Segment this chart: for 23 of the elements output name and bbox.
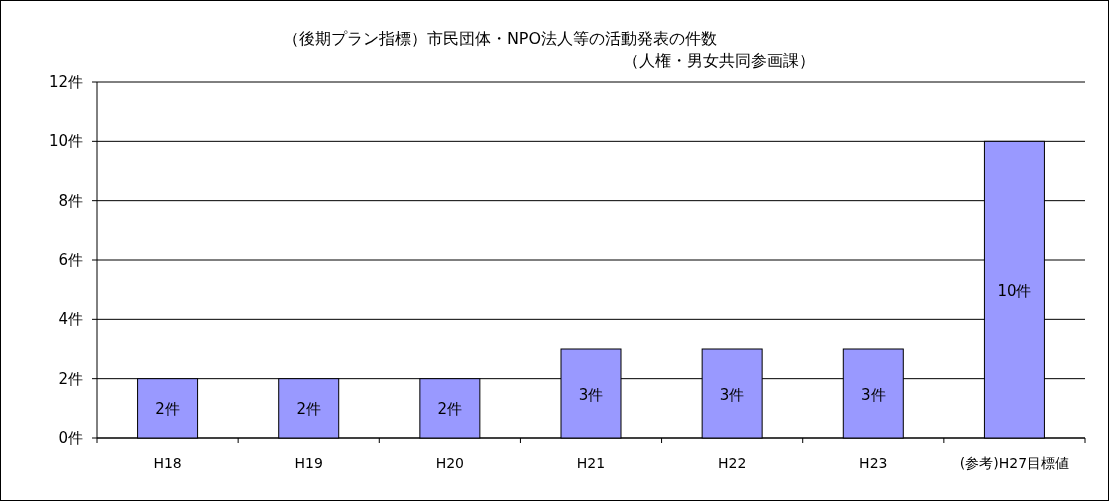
- x-tick-label: (参考)H27目標値: [959, 455, 1070, 471]
- y-tick-label: 6件: [58, 251, 83, 269]
- y-tick-label: 10件: [48, 132, 83, 151]
- data-label: 10件: [997, 281, 1032, 300]
- data-label: 3件: [578, 385, 604, 404]
- x-tick-label: H21: [576, 455, 606, 471]
- x-tick-label: H18: [153, 455, 182, 471]
- data-label: 2件: [437, 400, 463, 419]
- y-tick-label: 2件: [58, 369, 83, 388]
- y-tick-label: 4件: [58, 310, 83, 329]
- data-label: 2件: [296, 400, 321, 419]
- data-label: 3件: [861, 385, 886, 404]
- data-label: 2件: [155, 400, 180, 419]
- y-tick-label: 0件: [58, 429, 83, 447]
- x-tick-label: H19: [294, 455, 323, 471]
- x-tick-label: H20: [435, 455, 465, 471]
- x-tick-label: H22: [717, 455, 747, 471]
- chart-title: （後期プラン指標）市民団体・NPO法人等の活動発表の件数: [282, 29, 718, 48]
- data-label: 3件: [719, 385, 745, 404]
- y-tick-label: 12件: [48, 73, 83, 91]
- chart-subtitle: （人権・男女共同参画課）: [623, 51, 815, 70]
- x-tick-label: H23: [859, 455, 888, 471]
- y-tick-label: 8件: [58, 191, 83, 210]
